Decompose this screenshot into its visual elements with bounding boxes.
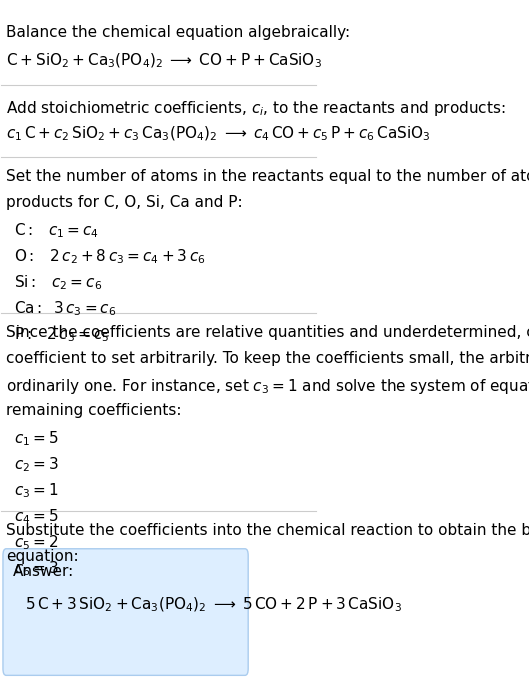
Text: Add stoichiometric coefficients, $c_i$, to the reactants and products:: Add stoichiometric coefficients, $c_i$, … [6, 98, 506, 117]
Text: coefficient to set arbitrarily. To keep the coefficients small, the arbitrary va: coefficient to set arbitrarily. To keep … [6, 351, 529, 366]
Text: remaining coefficients:: remaining coefficients: [6, 403, 181, 418]
Text: Since the coefficients are relative quantities and underdetermined, choose a: Since the coefficients are relative quan… [6, 325, 529, 340]
Text: equation:: equation: [6, 549, 79, 564]
Text: $c_1 = 5$: $c_1 = 5$ [14, 429, 59, 448]
Text: $c_1\, \mathrm{C} + c_2\, \mathrm{SiO_2} + c_3\, \mathrm{Ca_3(PO_4)_2} \;\longri: $c_1\, \mathrm{C} + c_2\, \mathrm{SiO_2}… [6, 124, 431, 143]
Text: Set the number of atoms in the reactants equal to the number of atoms in the: Set the number of atoms in the reactants… [6, 169, 529, 184]
Text: $c_5 = 2$: $c_5 = 2$ [14, 533, 58, 552]
Text: $\mathrm{Si:}\;\;\; c_2 = c_6$: $\mathrm{Si:}\;\;\; c_2 = c_6$ [14, 273, 102, 292]
Text: Balance the chemical equation algebraically:: Balance the chemical equation algebraica… [6, 25, 350, 41]
Text: $\mathrm{Ca:}\;\; 3\,c_3 = c_6$: $\mathrm{Ca:}\;\; 3\,c_3 = c_6$ [14, 299, 116, 317]
Text: $c_3 = 1$: $c_3 = 1$ [14, 481, 59, 499]
Text: Substitute the coefficients into the chemical reaction to obtain the balanced: Substitute the coefficients into the che… [6, 523, 529, 538]
Text: $c_4 = 5$: $c_4 = 5$ [14, 507, 59, 526]
Text: $\mathrm{C:}\;\;\; c_1 = c_4$: $\mathrm{C:}\;\;\; c_1 = c_4$ [14, 221, 99, 240]
Text: products for C, O, Si, Ca and P:: products for C, O, Si, Ca and P: [6, 195, 243, 210]
Text: Answer:: Answer: [12, 564, 74, 579]
Text: $\mathrm{O:}\;\;\; 2\,c_2 + 8\,c_3 = c_4 + 3\,c_6$: $\mathrm{O:}\;\;\; 2\,c_2 + 8\,c_3 = c_4… [14, 247, 205, 266]
Text: $c_6 = 3$: $c_6 = 3$ [14, 559, 59, 578]
Text: $\mathrm{C + SiO_2 + Ca_3(PO_4)_2 \;\longrightarrow\; CO + P + CaSiO_3}$: $\mathrm{C + SiO_2 + Ca_3(PO_4)_2 \;\lon… [6, 52, 322, 70]
Text: $5\, \mathrm{C} + 3\, \mathrm{SiO_2} + \mathrm{Ca_3(PO_4)_2} \;\longrightarrow\;: $5\, \mathrm{C} + 3\, \mathrm{SiO_2} + \… [25, 596, 402, 613]
FancyBboxPatch shape [3, 549, 248, 675]
Text: ordinarily one. For instance, set $c_3 = 1$ and solve the system of equations fo: ordinarily one. For instance, set $c_3 =… [6, 377, 529, 396]
Text: $\mathrm{P:}\;\;\; 2\,c_3 = c_5$: $\mathrm{P:}\;\;\; 2\,c_3 = c_5$ [14, 325, 110, 344]
Text: $c_2 = 3$: $c_2 = 3$ [14, 455, 59, 474]
